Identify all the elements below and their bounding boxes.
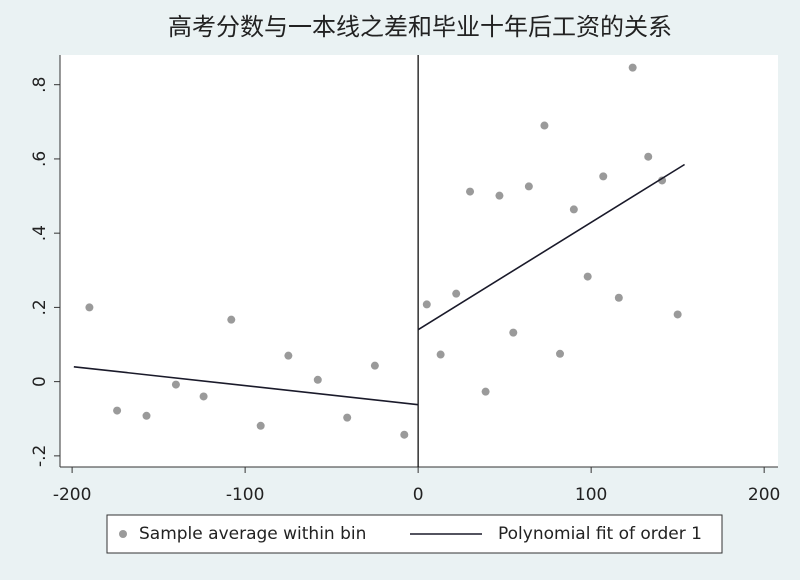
data-point [256, 421, 265, 430]
x-tick-label: -200 [53, 485, 92, 505]
data-point [540, 121, 549, 130]
data-point [343, 413, 352, 422]
data-point [481, 387, 490, 396]
data-point [370, 361, 379, 370]
data-point [466, 187, 475, 196]
data-point [495, 191, 504, 200]
fit-line [73, 163, 685, 406]
data-point [556, 349, 565, 358]
data-point [113, 406, 122, 415]
x-tick-label: -100 [226, 485, 265, 505]
data-point [509, 328, 518, 337]
legend-label: Polynomial fit of order 1 [498, 524, 702, 544]
data-point [199, 392, 208, 401]
data-point [452, 289, 461, 298]
data-point [673, 310, 682, 319]
data-point [524, 182, 533, 191]
x-tick-label: 100 [575, 485, 607, 505]
y-tick-label: .4 [30, 225, 50, 241]
data-point [422, 300, 431, 309]
y-tick-label: .2 [30, 299, 50, 315]
x-tick-label: 200 [748, 485, 780, 505]
chart-title: 高考分数与一本线之差和毕业十年后工资的关系 [168, 13, 672, 41]
data-point [614, 293, 623, 302]
y-tick-label: -.2 [30, 445, 50, 467]
data-point [658, 176, 667, 185]
data-point [400, 430, 409, 439]
data-point [644, 152, 653, 161]
data-point [171, 380, 180, 389]
data-point [313, 375, 322, 384]
data-point [284, 351, 293, 360]
data-point [436, 350, 445, 359]
data-point [227, 315, 236, 324]
data-point [628, 63, 637, 72]
legend-label: Sample average within bin [139, 524, 366, 544]
y-tick-label: .8 [30, 77, 50, 93]
data-point [142, 411, 151, 420]
data-point [583, 272, 592, 281]
data-point [85, 303, 94, 312]
data-point [569, 205, 578, 214]
data-point [599, 172, 608, 181]
plot-area [60, 55, 778, 467]
y-tick-label: 0 [30, 376, 50, 387]
y-tick-label: .6 [30, 151, 50, 167]
legend-swatch [119, 530, 127, 538]
x-tick-label: 0 [413, 485, 424, 505]
